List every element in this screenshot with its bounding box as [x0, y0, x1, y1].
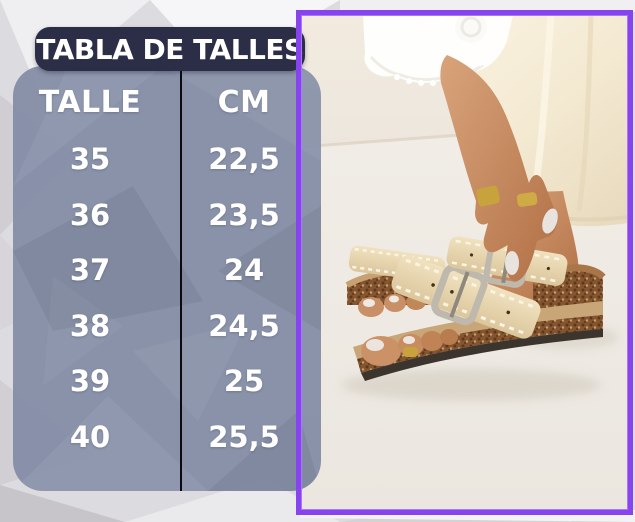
gold-toe-ring [403, 347, 418, 357]
footbed-edge [353, 301, 603, 359]
header-talle: TALLE [38, 84, 142, 120]
size-table: TALLE CM 35 22,5 36 23,5 37 24 38 24,5 3… [13, 76, 321, 465]
back-toenail [363, 299, 375, 307]
gold-ring [476, 185, 500, 207]
cm-value: 24 [223, 253, 265, 288]
cm-value: 25,5 [208, 419, 280, 454]
gold-ring [516, 192, 538, 207]
front-toes [361, 329, 458, 366]
dark-outsole [361, 329, 603, 381]
floor-shadow [341, 369, 601, 401]
buckle-prong [449, 271, 470, 318]
page-title: TABLA DE TALLES [36, 32, 304, 66]
talle-value: 35 [69, 142, 111, 177]
toenail [403, 336, 415, 344]
talle-value: 36 [69, 197, 111, 232]
sandals-photo-scene [301, 15, 628, 510]
size-table-panel: TALLE CM 35 22,5 36 23,5 37 24 38 24,5 3… [13, 66, 321, 491]
cm-value: 24,5 [208, 308, 280, 343]
talle-value: 37 [69, 253, 111, 288]
product-photo [301, 15, 628, 510]
talle-value: 40 [69, 419, 111, 454]
size-chart-title-badge: TABLA DE TALLES [35, 27, 305, 71]
back-toenail [389, 295, 399, 303]
panel-texture [13, 66, 321, 491]
hand [440, 55, 558, 282]
thumbnail [542, 208, 558, 234]
cm-value: 22,5 [208, 142, 280, 177]
lace-cuff [363, 15, 513, 86]
talle-value: 38 [69, 308, 111, 343]
header-cm: CM [217, 84, 271, 120]
cork-midsole [357, 315, 603, 373]
column-divider [180, 66, 182, 491]
cm-value: 23,5 [208, 197, 280, 232]
toenail [366, 339, 384, 351]
talle-value: 39 [69, 364, 111, 399]
lower-strap [391, 255, 541, 339]
cm-value: 25 [223, 364, 265, 399]
fingernail [505, 251, 519, 275]
